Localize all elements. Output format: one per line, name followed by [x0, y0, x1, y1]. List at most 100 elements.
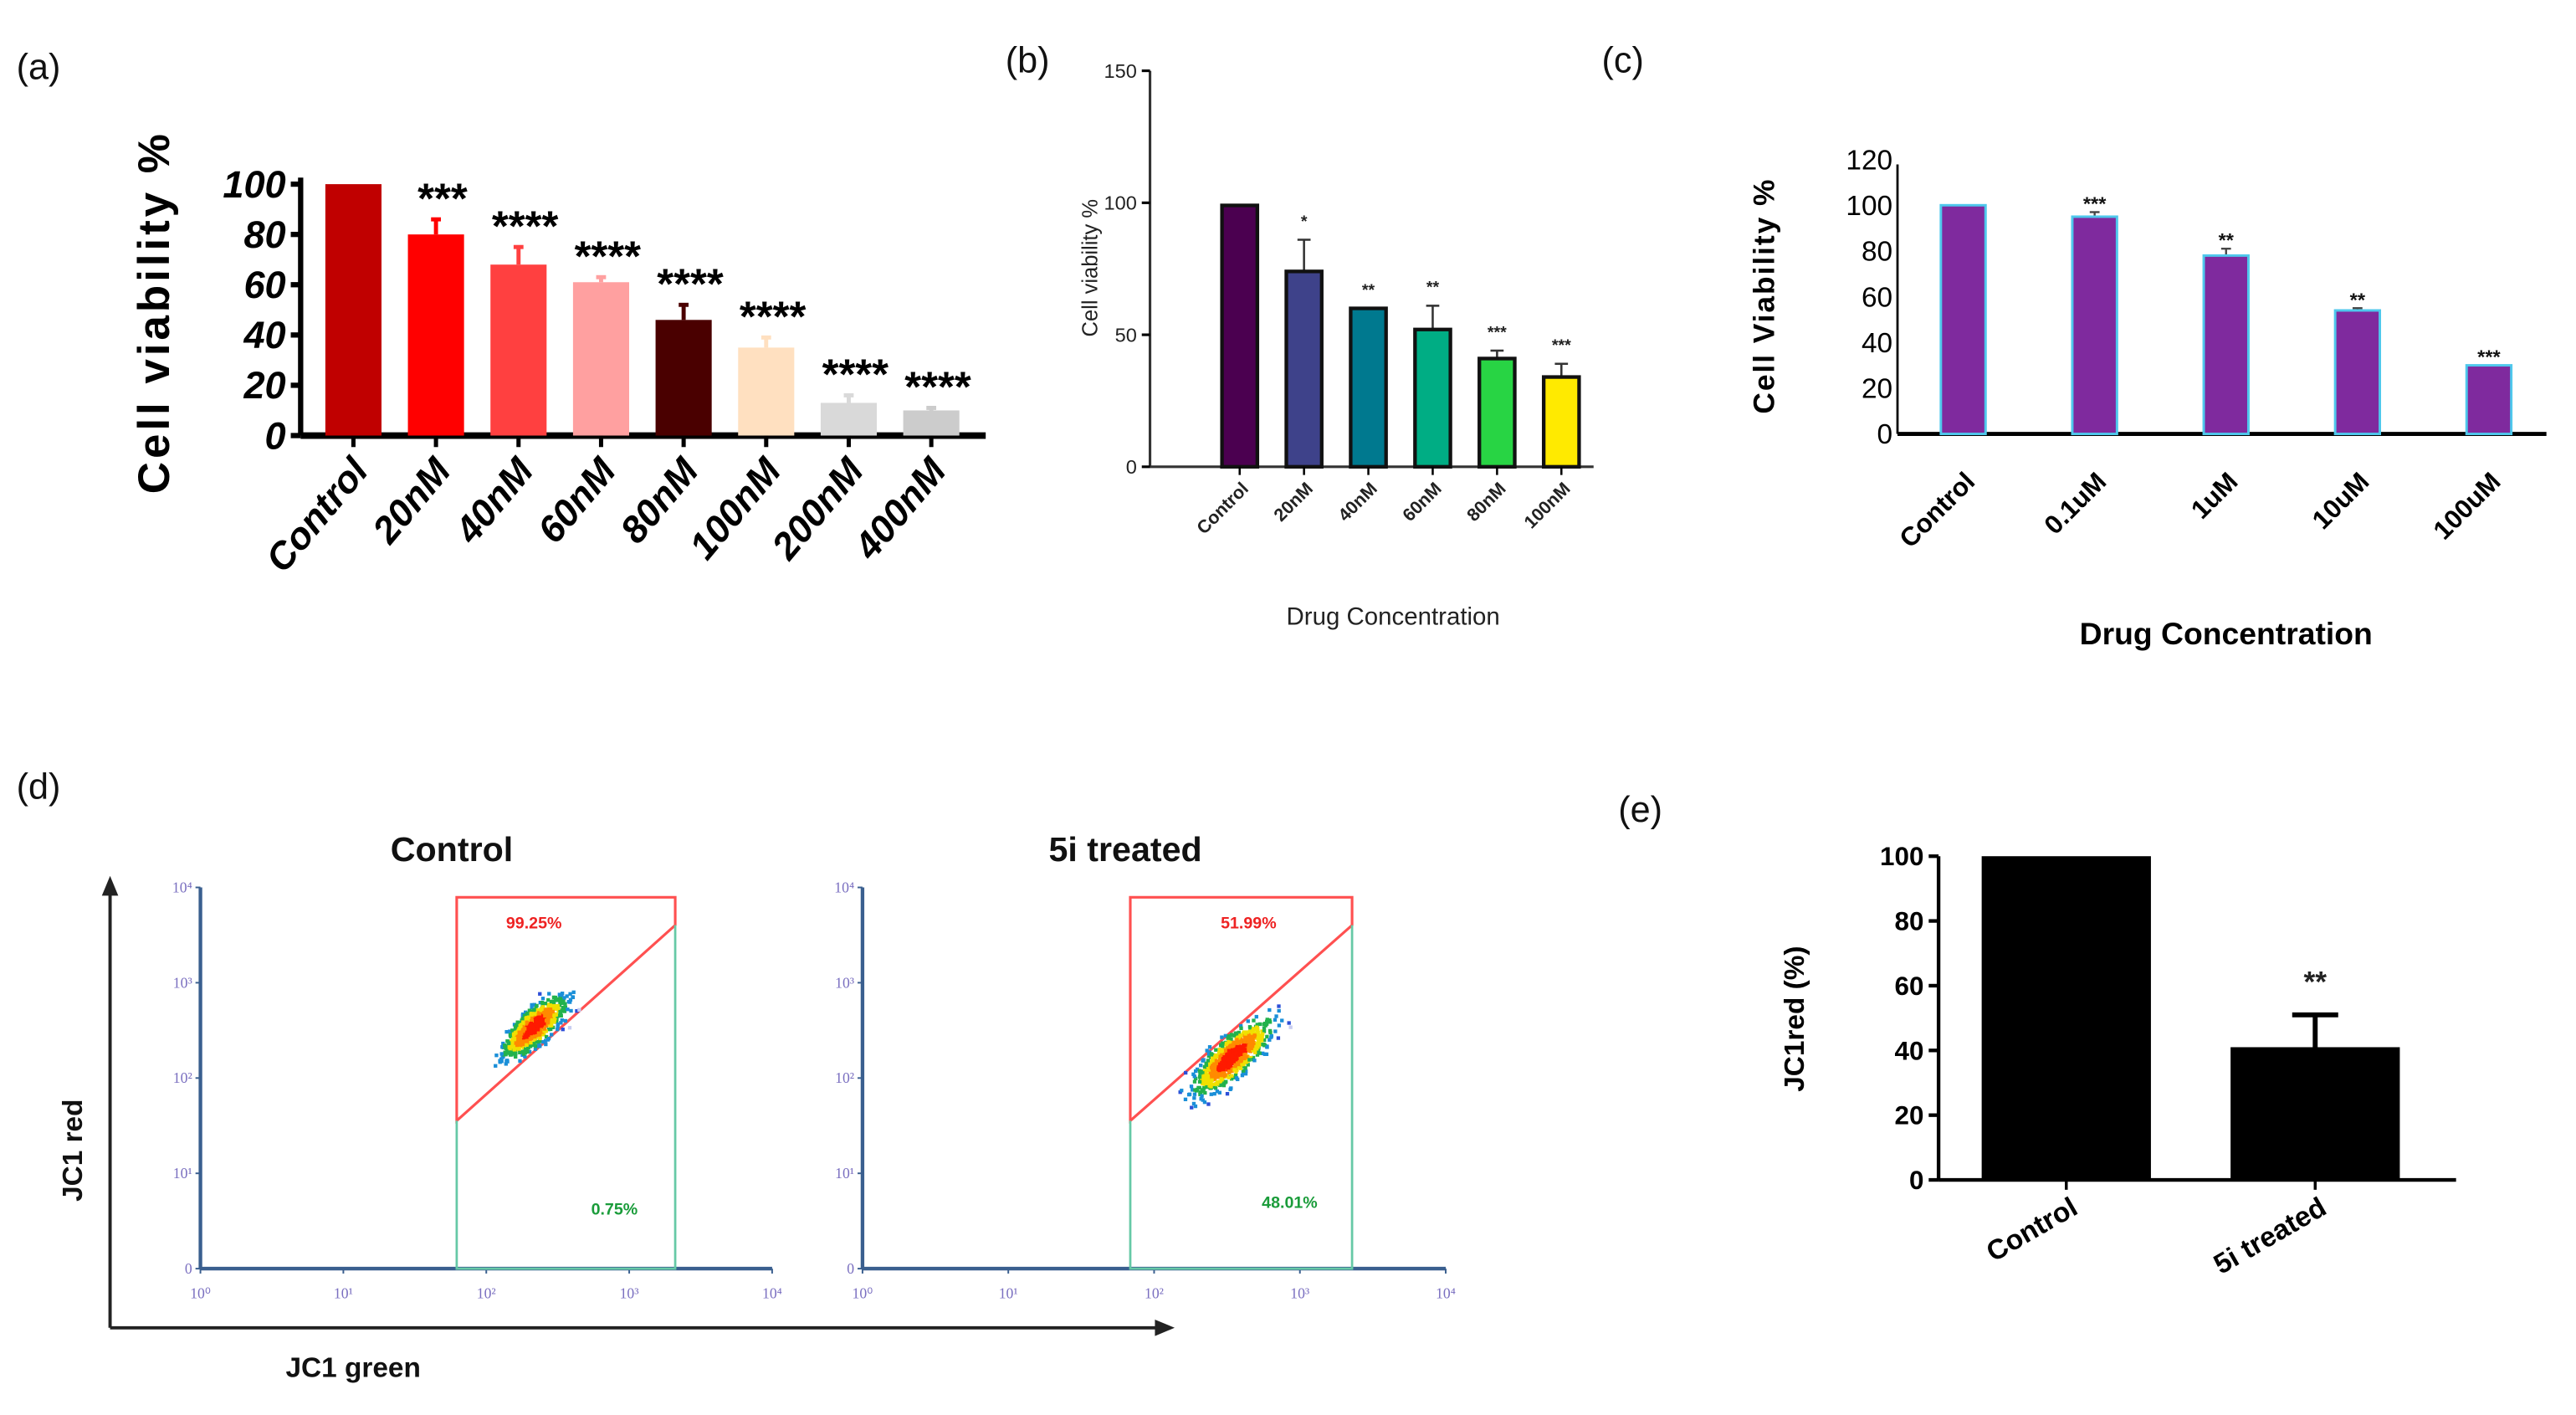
panel-label-b: (b): [1006, 41, 1050, 81]
significance-marker: ****: [575, 232, 642, 279]
scatter-point: [1210, 1078, 1214, 1083]
scatter-point: [517, 1038, 521, 1043]
scatter-point: [560, 1018, 564, 1023]
scatter-point: [558, 1009, 562, 1014]
scatter-point: [1183, 1097, 1188, 1101]
scatter-point: [559, 1021, 563, 1025]
scatter-point: [533, 1022, 537, 1026]
scatter-point: [1216, 1067, 1221, 1071]
scatter-point: [530, 1015, 535, 1019]
scatter-point: [1236, 1032, 1241, 1036]
scatter-point: [1189, 1084, 1194, 1089]
scatter-point: [1192, 1079, 1197, 1084]
scatter-point: [515, 1023, 519, 1028]
y-tick-label: 80: [1894, 907, 1923, 936]
x-tick-label: Control: [1894, 467, 1981, 554]
scatter-point: [1269, 1033, 1274, 1038]
scatter-point: [1193, 1069, 1198, 1074]
scatter-point: [552, 1003, 556, 1008]
scatter-point: [1218, 1070, 1222, 1074]
scatter-point: [1262, 1021, 1268, 1026]
bar: [1939, 203, 1987, 436]
scatter-point: [1198, 1090, 1203, 1095]
scatter-point: [1260, 1035, 1264, 1039]
scatter-point: [1235, 1056, 1239, 1060]
chart-d: JC1 red JC1 green Control 0 10¹ 10² 10³ 10⁴ 10⁰ 1…: [58, 830, 1456, 1384]
scatter-point: [1216, 1082, 1220, 1086]
scatter-point: [1229, 1037, 1233, 1041]
scatter-point: [1256, 1048, 1261, 1054]
scatter-point: [1229, 1077, 1234, 1081]
scatter-point: [518, 1059, 522, 1064]
scatter-point: [510, 1039, 515, 1044]
scatter-point: [518, 1050, 522, 1055]
scatter-point: [526, 1036, 531, 1041]
scatter-point: [1262, 1029, 1267, 1033]
significance-marker: ***: [2477, 346, 2501, 368]
scatter-point: [559, 1012, 563, 1017]
bar: [2465, 364, 2513, 436]
scatter-point: [1213, 1086, 1218, 1090]
scatter-point: [1203, 1082, 1207, 1087]
bar: [655, 320, 712, 436]
lower-gate: [455, 925, 677, 1270]
scatter-point: [510, 1050, 515, 1055]
scatter-point: [1234, 1050, 1238, 1054]
scatter-point: [546, 1002, 551, 1007]
scatter-point: [1220, 1053, 1224, 1057]
scatter-point: [537, 1013, 542, 1017]
scatter-point: [1192, 1096, 1196, 1100]
x-tick-label: 10¹: [999, 1284, 1018, 1301]
scatter-point: [1201, 1085, 1206, 1090]
y-tick-label: 40: [1894, 1036, 1923, 1065]
y-tick-label: 0: [1909, 1166, 1923, 1195]
scatter-point: [1206, 1054, 1211, 1059]
y-tick-label: 100: [1846, 191, 1892, 222]
scatter-point: [563, 1005, 568, 1010]
scatter-point: [568, 992, 572, 996]
scatter-point: [535, 1039, 539, 1044]
scatter-point: [1214, 1071, 1218, 1075]
x-tick-label: 1uM: [2185, 467, 2243, 525]
bar: [2071, 215, 2118, 436]
scatter-point: [1211, 1056, 1215, 1060]
significance-marker: ***: [1552, 336, 1571, 355]
x-tick-label: Control: [257, 449, 376, 580]
scatter-point: [1243, 1053, 1247, 1057]
y-arrow-head: [101, 875, 119, 896]
scatter-point: [1268, 1030, 1273, 1035]
scatter-point: [1229, 1068, 1233, 1072]
scatter-point: [1273, 1018, 1278, 1022]
scatter-point: [1232, 1068, 1237, 1072]
scatter-point: [538, 992, 542, 996]
scatter-point: [1216, 1051, 1221, 1055]
scatter-point: [528, 1027, 533, 1031]
scatter-point: [1257, 1040, 1261, 1045]
scatter-point: [1234, 1076, 1239, 1080]
scatter-point: [563, 1018, 568, 1023]
scatter-point: [550, 1023, 554, 1028]
significance-marker: ***: [2083, 193, 2107, 215]
bar: [1220, 203, 1260, 469]
scatter-point: [1247, 1044, 1251, 1048]
scatter-point: [560, 993, 564, 997]
scatter-point: [1246, 1040, 1250, 1044]
scatter-point: [523, 1054, 527, 1059]
scatter-point: [1190, 1105, 1194, 1110]
scatter-point: [535, 1003, 539, 1008]
scatter-point: [1212, 1091, 1216, 1096]
scatter-point: [1205, 1080, 1210, 1084]
x-tick-label: 200nM: [763, 449, 873, 567]
scatter-point: [1212, 1077, 1217, 1081]
scatter-point: [526, 1015, 531, 1019]
y-tick-label: 50: [1115, 324, 1137, 346]
significance-marker: **: [1426, 279, 1440, 297]
scatter-point: [1226, 1046, 1230, 1051]
scatter-point: [1242, 1033, 1247, 1038]
x-tick-label: 100nM: [1519, 478, 1574, 532]
scatter-point: [1216, 1065, 1221, 1069]
scatter-point: [1251, 1027, 1255, 1031]
scatter-point: [524, 1047, 528, 1051]
scatter-point: [1213, 1074, 1217, 1078]
x-tick-label: 10³: [1290, 1284, 1309, 1301]
